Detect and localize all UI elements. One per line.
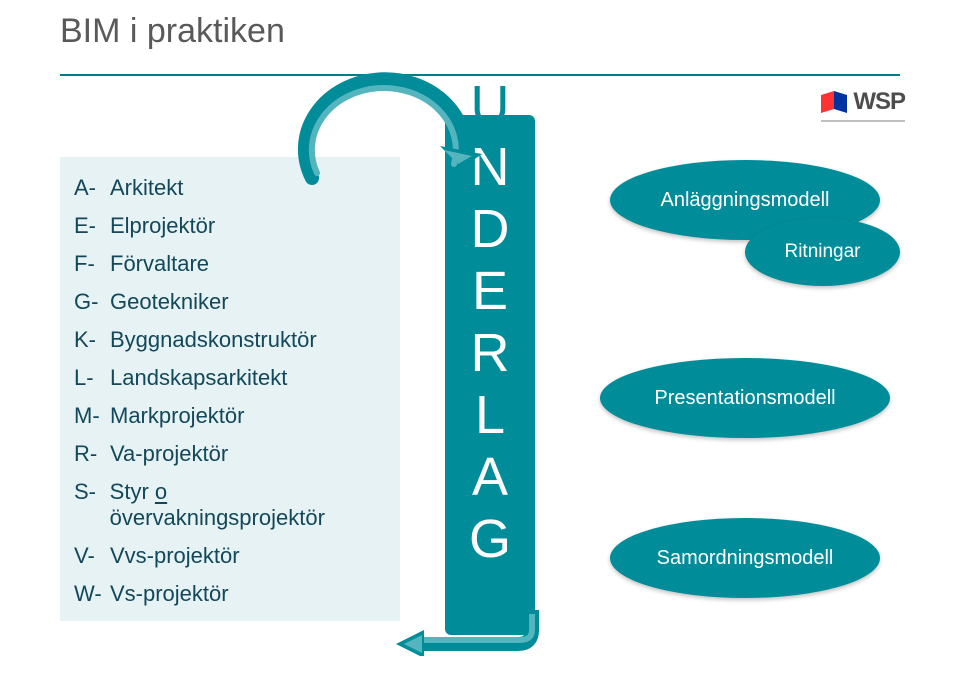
underlag-letter: G <box>445 508 535 570</box>
underlag-letter: D <box>445 198 535 260</box>
role-label: A- <box>74 175 110 201</box>
role-value: Markprojektör <box>110 403 244 429</box>
role-row: G- Geotekniker <box>74 289 386 315</box>
role-label: G- <box>74 289 110 315</box>
wsp-flag-icon <box>821 91 847 113</box>
role-row: R- Va-projektör <box>74 441 386 467</box>
role-value: Förvaltare <box>110 251 209 277</box>
underlag-letter: R <box>445 322 535 384</box>
role-label: F- <box>74 251 110 277</box>
role-value: Vvs-projektör <box>110 543 240 569</box>
role-row: M- Markprojektör <box>74 403 386 429</box>
bottom-arrow-icon <box>392 608 572 656</box>
role-row: W- Vs-projektör <box>74 581 386 607</box>
ellipse-label: Anläggningsmodell <box>660 189 829 212</box>
role-row: F- Förvaltare <box>74 251 386 277</box>
wsp-logo-text: WSP <box>853 88 905 116</box>
role-row: L- Landskapsarkitekt <box>74 365 386 391</box>
role-label: E- <box>74 213 110 239</box>
underlag-letter: E <box>445 260 535 322</box>
role-label: K- <box>74 327 110 353</box>
ellipse-label: Presentationsmodell <box>654 387 835 410</box>
role-value: Styr o övervakningsprojektör <box>110 479 386 531</box>
role-value: Va-projektör <box>110 441 228 467</box>
ellipse-samordningsmodell: Samordningsmodell <box>610 518 880 598</box>
underlined-o: o <box>155 479 167 504</box>
role-value: Arkitekt <box>110 175 183 201</box>
role-label: M- <box>74 403 110 429</box>
wsp-logo: WSP <box>821 88 905 122</box>
ellipse-label: Ritningar <box>784 241 860 263</box>
role-value: Geotekniker <box>110 289 229 315</box>
role-label: S- <box>74 479 110 505</box>
role-label: R- <box>74 441 110 467</box>
underlag-letter: L <box>445 384 535 446</box>
role-row: S- Styr o övervakningsprojektör <box>74 479 386 531</box>
curved-arrow-icon <box>282 68 492 188</box>
role-value: Vs-projektör <box>110 581 229 607</box>
ellipse-presentationsmodell: Presentationsmodell <box>600 358 890 438</box>
role-label: L- <box>74 365 110 391</box>
role-row: E- Elprojektör <box>74 213 386 239</box>
role-row: V- Vvs-projektör <box>74 543 386 569</box>
page-title: BIM i praktiken <box>60 12 285 51</box>
role-label: W- <box>74 581 110 607</box>
underlag-letter: A <box>445 446 535 508</box>
role-label: V- <box>74 543 110 569</box>
role-value: Elprojektör <box>110 213 215 239</box>
ellipse-label: Samordningsmodell <box>657 547 834 570</box>
role-value: Landskapsarkitekt <box>110 365 287 391</box>
role-list-box: A- Arkitekt E- Elprojektör F- Förvaltare… <box>60 157 400 621</box>
role-value: Byggnadskonstruktör <box>110 327 317 353</box>
ellipse-ritningar: Ritningar <box>745 218 900 286</box>
role-row: K- Byggnadskonstruktör <box>74 327 386 353</box>
